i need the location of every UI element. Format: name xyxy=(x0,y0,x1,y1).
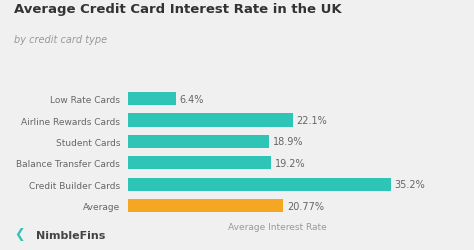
Text: 6.4%: 6.4% xyxy=(180,94,204,104)
Bar xyxy=(128,92,176,106)
Text: Average Credit Card Interest Rate in the UK: Average Credit Card Interest Rate in the… xyxy=(14,2,342,16)
Bar xyxy=(128,178,391,191)
Text: 35.2%: 35.2% xyxy=(394,180,425,190)
Text: 19.2%: 19.2% xyxy=(275,158,306,168)
Bar xyxy=(128,199,283,212)
Text: NimbleFins: NimbleFins xyxy=(36,230,105,240)
Text: 20.77%: 20.77% xyxy=(287,201,324,211)
Bar xyxy=(128,114,293,127)
X-axis label: Average Interest Rate: Average Interest Rate xyxy=(228,222,327,230)
Text: ❮: ❮ xyxy=(14,227,25,240)
Text: 18.9%: 18.9% xyxy=(273,137,303,147)
Bar xyxy=(128,135,269,148)
Text: by credit card type: by credit card type xyxy=(14,35,107,45)
Bar xyxy=(128,156,271,170)
Text: 22.1%: 22.1% xyxy=(297,116,328,126)
